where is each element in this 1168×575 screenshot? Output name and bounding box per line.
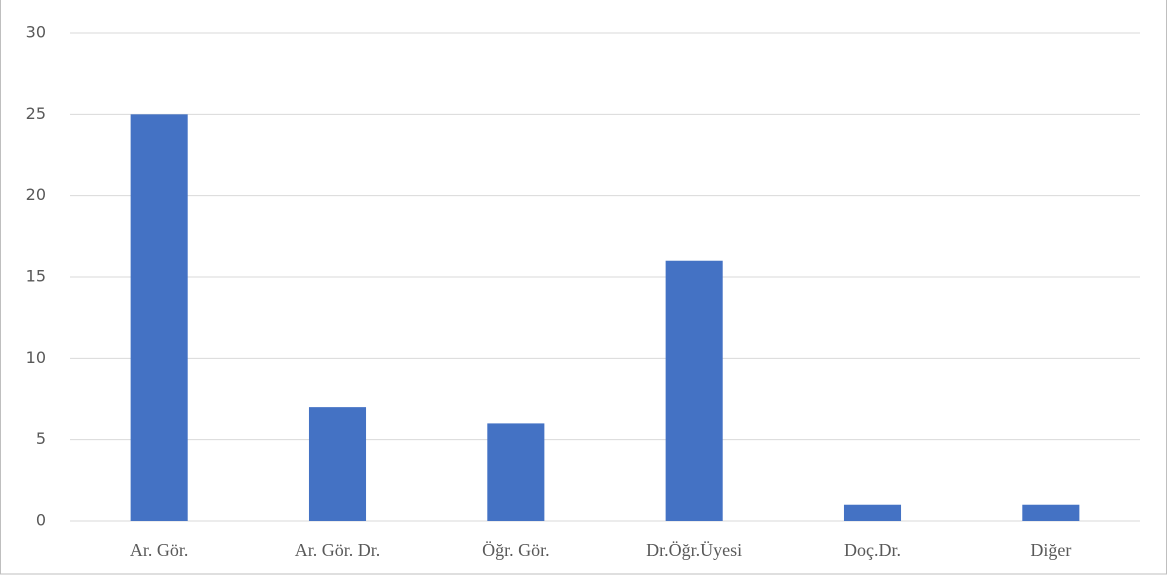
x-tick-label: Ar. Gör. <box>130 540 189 560</box>
y-tick-label: 5 <box>36 429 46 448</box>
y-tick-label: 15 <box>26 267 46 286</box>
y-tick-label: 0 <box>36 511 46 530</box>
x-tick-label: Ar. Gör. Dr. <box>295 540 381 560</box>
bar <box>130 114 188 521</box>
y-tick-label: 25 <box>26 104 46 123</box>
x-tick-label: Dr.Öğr.Üyesi <box>646 540 742 560</box>
bar <box>487 423 545 521</box>
y-tick-label: 20 <box>26 185 46 204</box>
bar <box>665 260 723 521</box>
y-tick-label: 10 <box>26 348 46 367</box>
x-tick-label: Öğr. Gör. <box>482 540 550 560</box>
bar <box>1022 504 1080 521</box>
y-tick-label: 30 <box>26 23 46 42</box>
x-tick-label: Diğer <box>1030 540 1071 560</box>
bar <box>308 407 367 521</box>
bar <box>843 504 902 521</box>
x-tick-label: Doç.Dr. <box>844 540 901 560</box>
